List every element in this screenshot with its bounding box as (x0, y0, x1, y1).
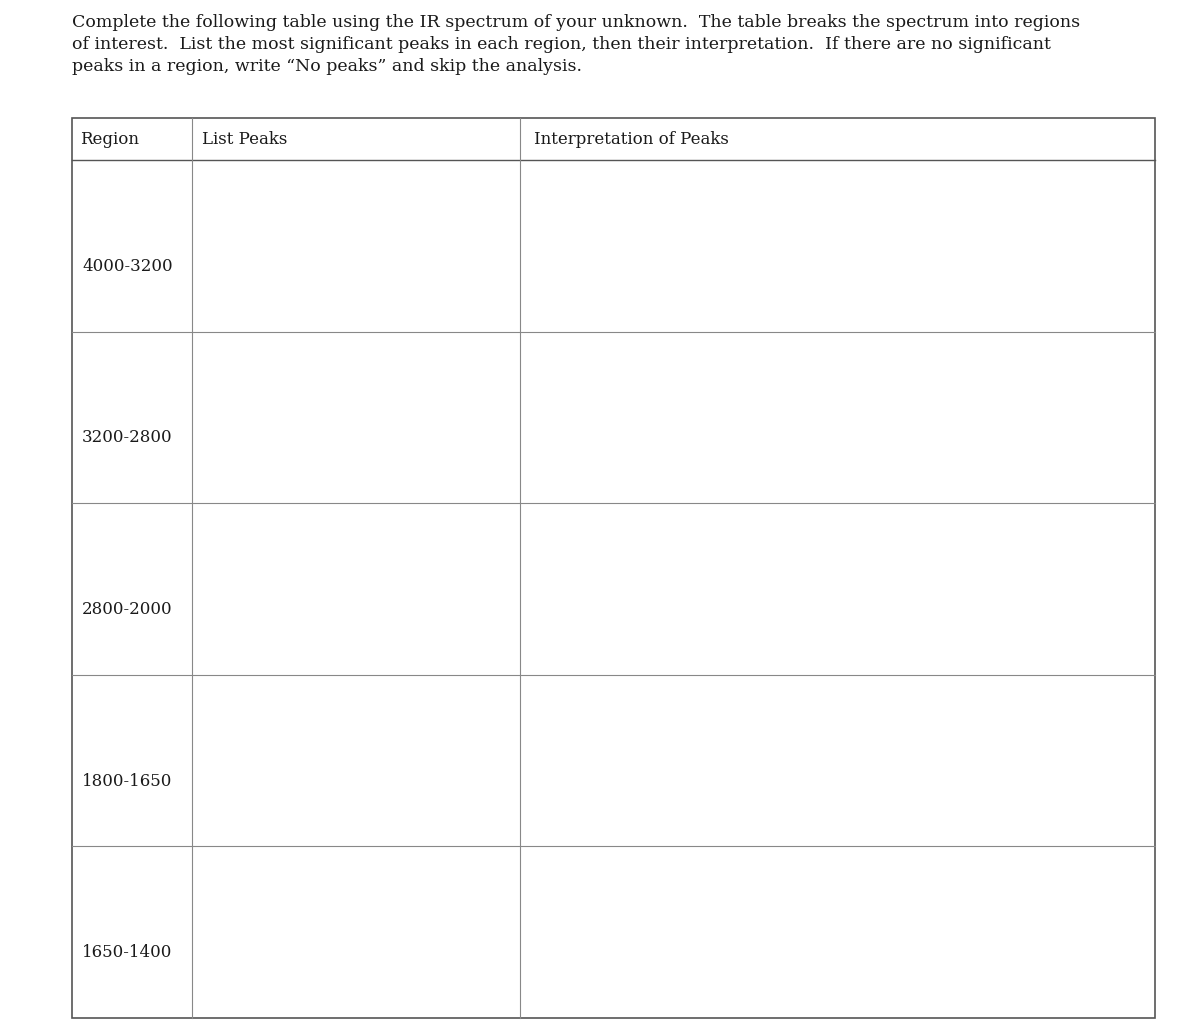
Text: Region: Region (80, 130, 139, 148)
Text: 4000-3200: 4000-3200 (82, 258, 173, 275)
Bar (72, 118, 1154, 1018)
Text: Complete the following table using the IR spectrum of your unknown.  The table b: Complete the following table using the I… (72, 14, 1080, 31)
Text: Interpretation of Peaks: Interpretation of Peaks (534, 130, 728, 148)
Text: 1650-1400: 1650-1400 (82, 944, 173, 961)
Text: of interest.  List the most significant peaks in each region, then their interpr: of interest. List the most significant p… (72, 36, 1051, 53)
Text: 1800-1650: 1800-1650 (82, 773, 173, 789)
Text: 2800-2000: 2800-2000 (82, 601, 173, 618)
Text: List Peaks: List Peaks (202, 130, 287, 148)
Text: peaks in a region, write “No peaks” and skip the analysis.: peaks in a region, write “No peaks” and … (72, 58, 582, 75)
Text: 3200-2800: 3200-2800 (82, 429, 173, 447)
